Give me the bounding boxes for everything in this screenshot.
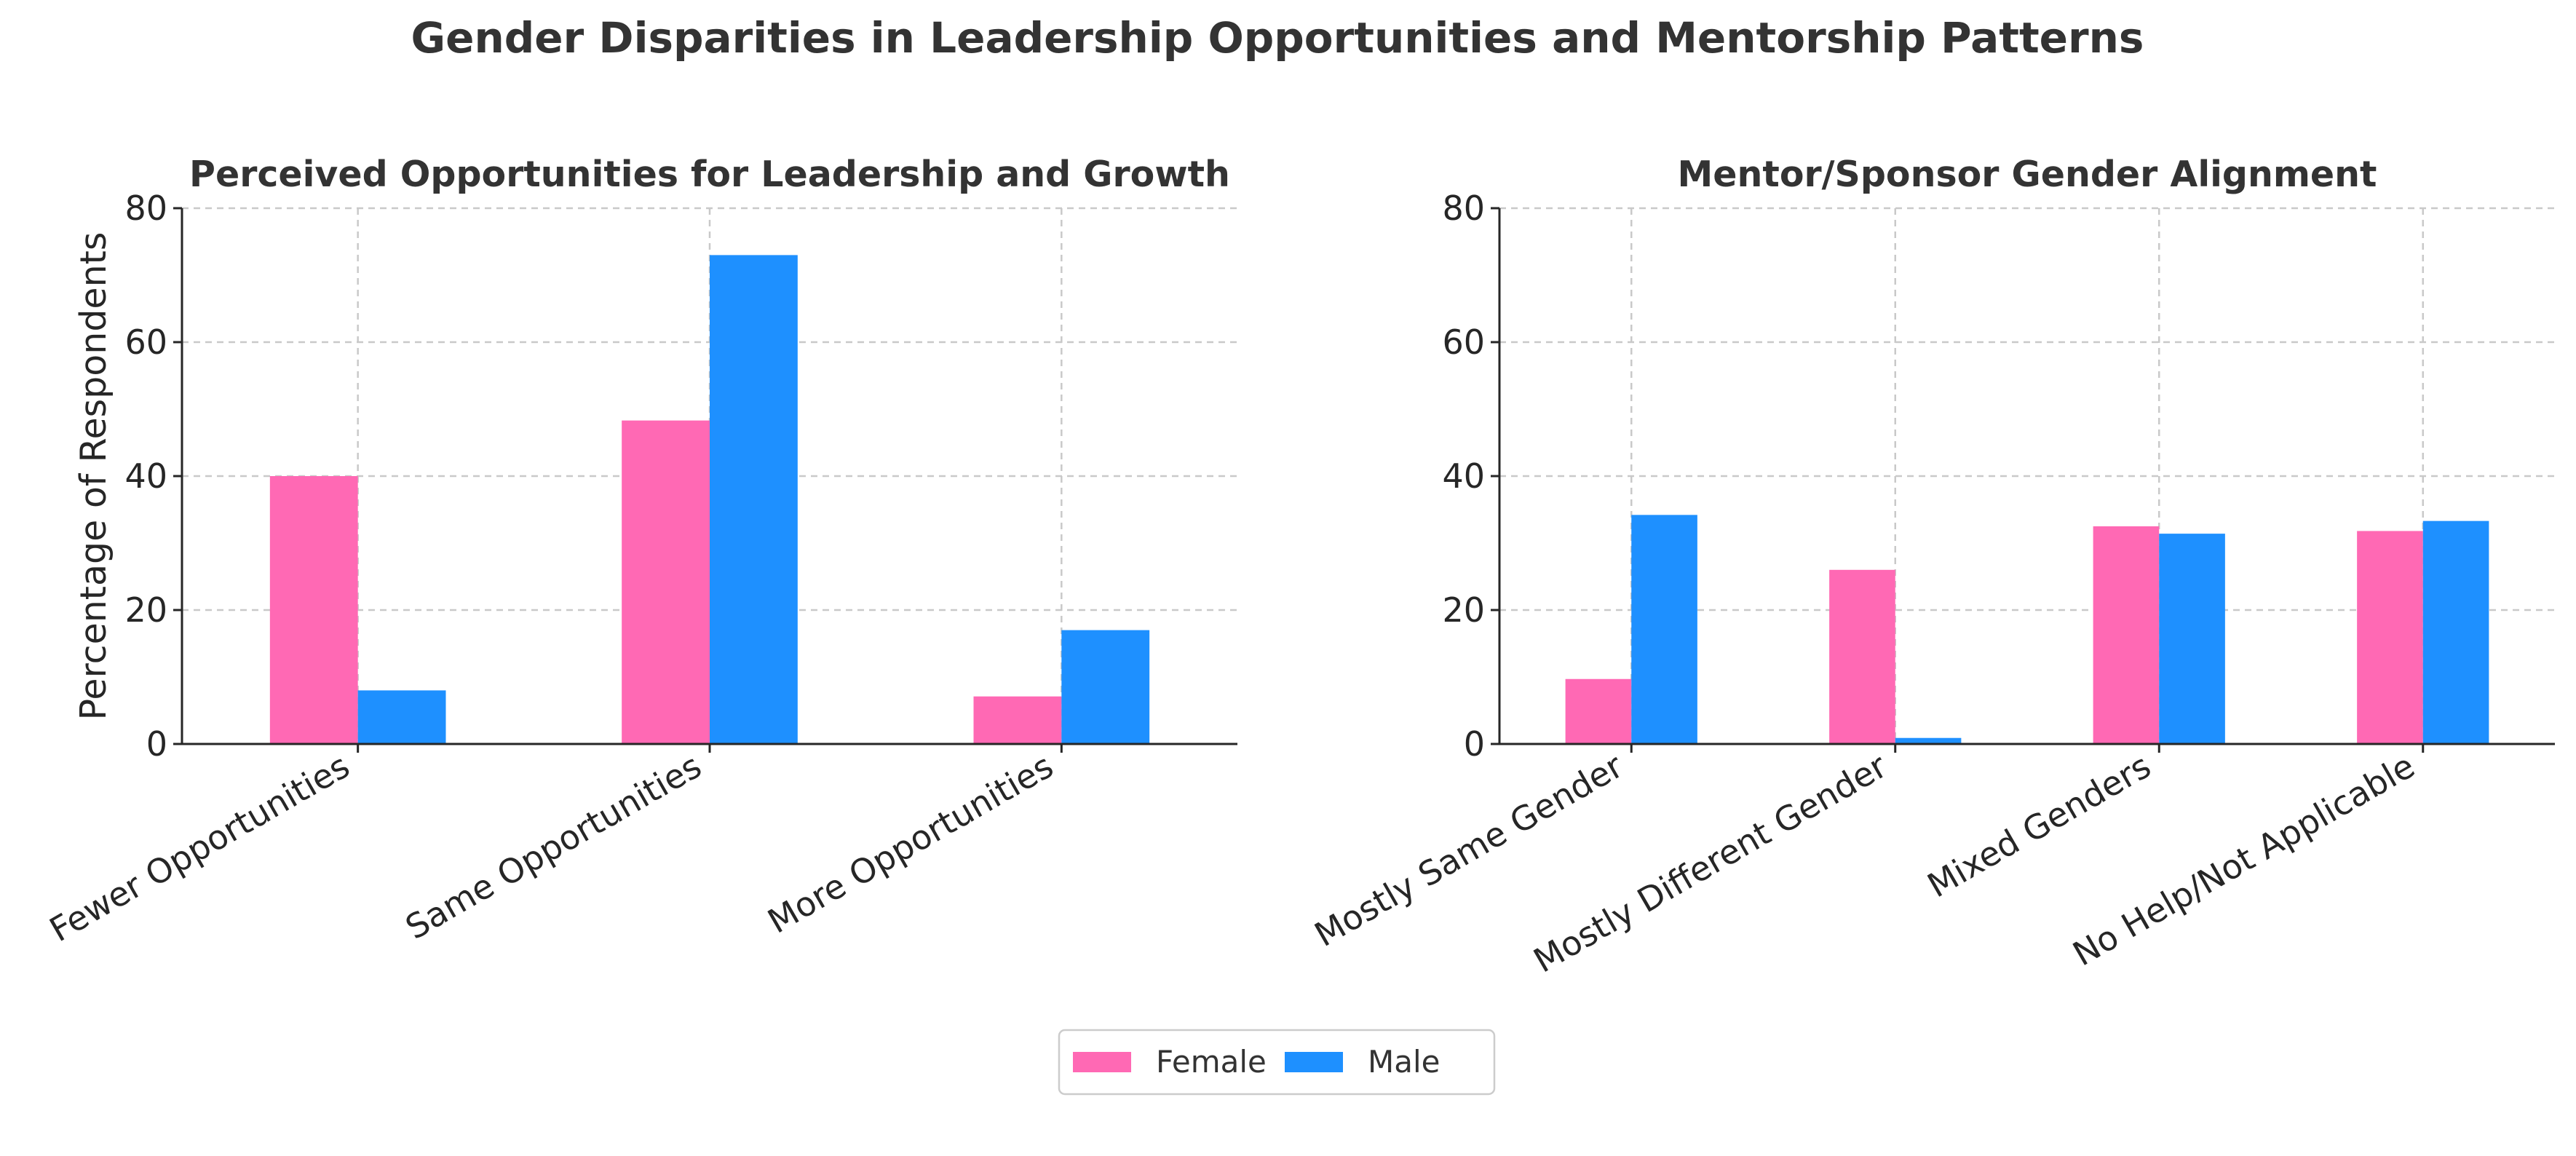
y-tick-label: 20 bbox=[124, 590, 167, 630]
bar-female-fewer-opportunities bbox=[269, 476, 358, 744]
y-tick-label: 20 bbox=[1442, 590, 1485, 630]
legend-label-male: Male bbox=[1368, 1044, 1440, 1080]
y-axis-label: Percentage of Respondents bbox=[73, 232, 114, 721]
y-tick-label: 60 bbox=[1442, 322, 1485, 362]
bar-male-mixed-genders bbox=[2159, 534, 2225, 744]
bar-female-mostly-same-gender bbox=[1565, 678, 1632, 744]
panel-title: Mentor/Sponsor Gender Alignment bbox=[1678, 154, 2377, 195]
bar-male-fewer-opportunities bbox=[357, 690, 446, 744]
y-tick-label: 80 bbox=[124, 189, 167, 228]
bar-female-mostly-different-gender bbox=[1829, 569, 1895, 744]
y-tick-label: 40 bbox=[1442, 456, 1485, 496]
y-tick-label: 0 bbox=[1464, 724, 1485, 764]
bar-male-no-help-not-applicable bbox=[2422, 520, 2489, 744]
y-tick-label: 80 bbox=[1442, 189, 1485, 228]
legend-swatch-female bbox=[1073, 1052, 1131, 1072]
bar-male-same-opportunities bbox=[710, 255, 798, 744]
bar-male-more-opportunities bbox=[1061, 630, 1150, 744]
y-tick-label: 40 bbox=[124, 456, 167, 496]
legend: Female Male bbox=[1058, 1029, 1496, 1096]
bar-female-no-help-not-applicable bbox=[2357, 531, 2423, 744]
bar-male-mostly-different-gender bbox=[1895, 737, 1962, 744]
bar-male-mostly-same-gender bbox=[1631, 515, 1697, 744]
panel-title: Perceived Opportunities for Leadership a… bbox=[189, 154, 1230, 195]
figure-title: Gender Disparities in Leadership Opportu… bbox=[411, 13, 2144, 63]
y-tick-label: 0 bbox=[146, 724, 167, 764]
legend-box bbox=[1058, 1029, 1496, 1096]
bar-female-more-opportunities bbox=[973, 696, 1062, 744]
bar-female-same-opportunities bbox=[622, 420, 710, 744]
bar-female-mixed-genders bbox=[2093, 526, 2160, 744]
legend-swatch-male bbox=[1285, 1052, 1343, 1072]
y-tick-label: 60 bbox=[124, 322, 167, 362]
legend-label-female: Female bbox=[1156, 1044, 1267, 1080]
